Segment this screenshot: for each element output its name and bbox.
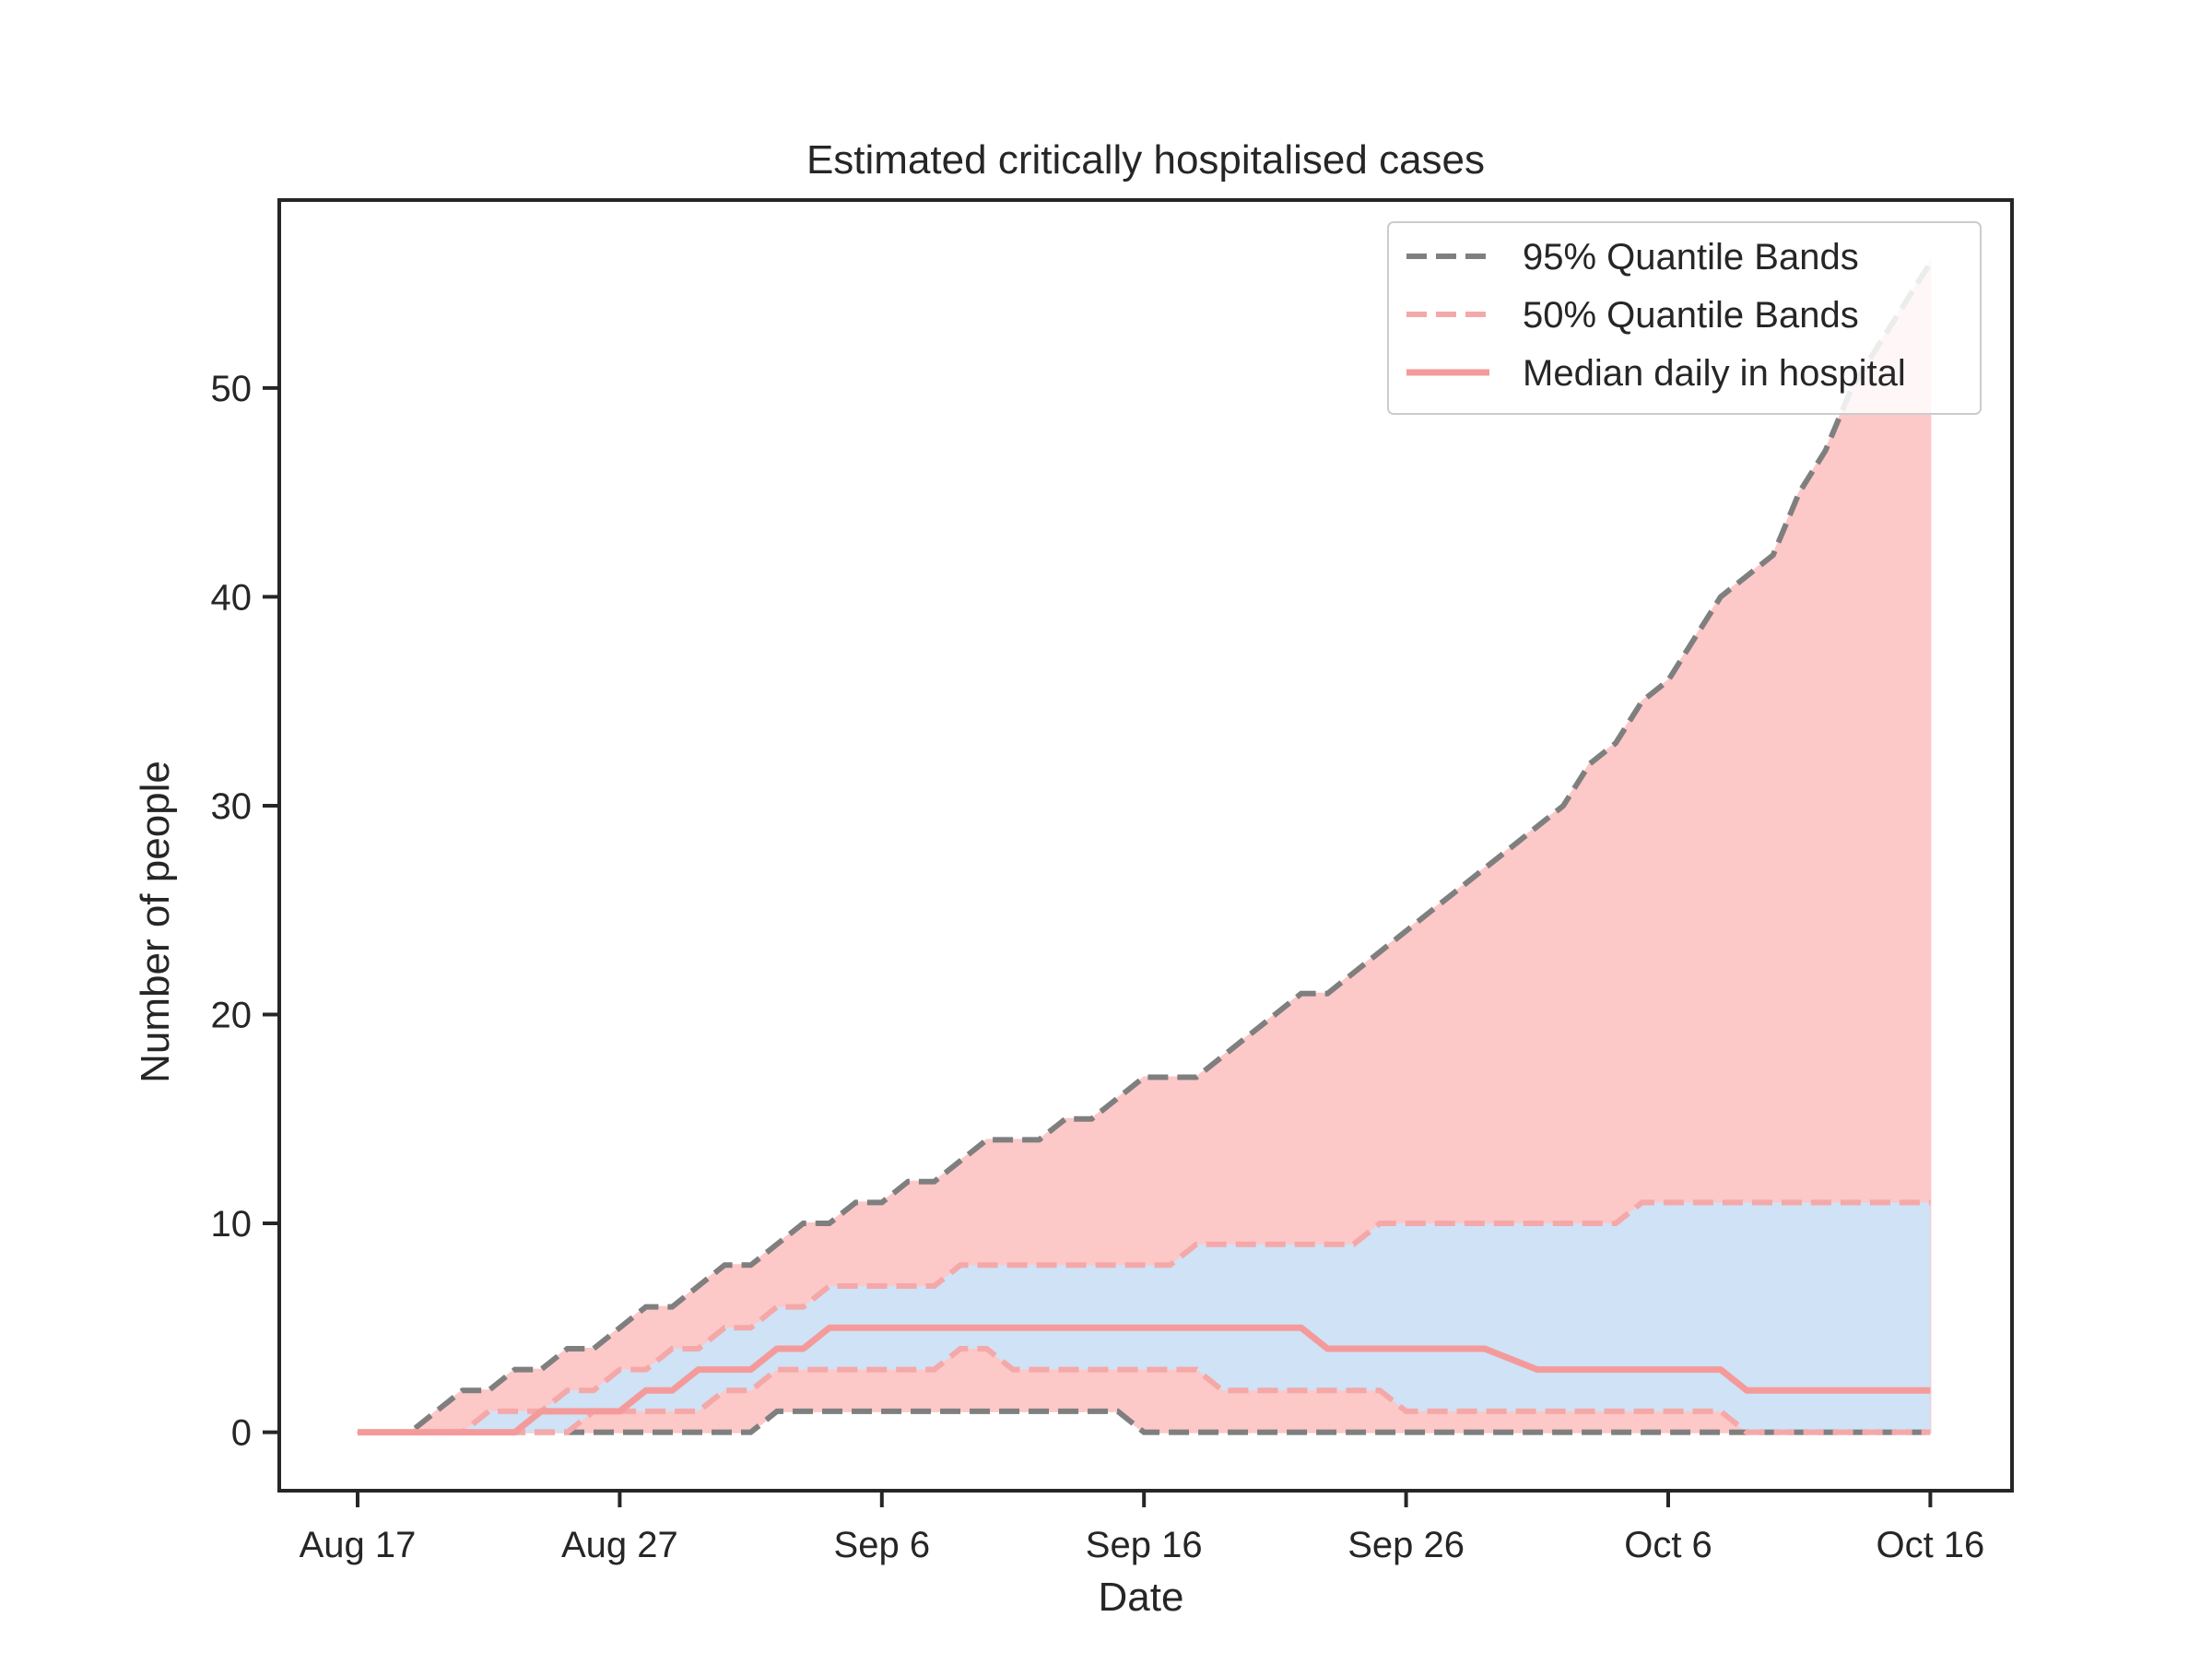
legend-label-50: 50% Quantile Bands xyxy=(1523,295,1859,336)
x-tick-label: Sep 6 xyxy=(834,1525,931,1565)
series-line-50-upper xyxy=(358,1199,1931,1435)
x-tick-label: Sep 16 xyxy=(1086,1525,1203,1565)
axes: Aug 17 Aug 27 Sep 6 Sep 16 Sep 26 Oct 6 Oct 16… xyxy=(211,198,2014,1565)
y-tick-label: 50 xyxy=(211,369,253,409)
y-tick-label: 20 xyxy=(211,995,253,1035)
x-tick-label: Oct 16 xyxy=(1876,1525,1984,1565)
x-tick-label: Oct 6 xyxy=(1624,1525,1712,1565)
legend-label-95: 95% Quantile Bands xyxy=(1523,237,1859,277)
x-axis-label: Date xyxy=(1099,1575,1184,1620)
plot-area xyxy=(357,259,1933,1436)
chart-title: Estimated critically hospitalised cases xyxy=(806,137,1485,183)
y-tick-label: 0 xyxy=(231,1413,252,1454)
x-tick-label: Aug 27 xyxy=(561,1525,678,1565)
series-line-95-lower xyxy=(358,1408,1931,1435)
y-tick-label: 40 xyxy=(211,577,253,618)
legend-box xyxy=(1387,221,1982,415)
y-axis-label: Number of people xyxy=(133,761,178,1083)
x-tick-label: Sep 26 xyxy=(1347,1525,1465,1565)
legend: 95% Quantile Bands 50% Quantile Bands Me… xyxy=(1387,221,1982,415)
band-50-fill xyxy=(358,1202,1931,1433)
x-tick-label: Aug 17 xyxy=(300,1525,417,1565)
y-tick-label: 30 xyxy=(211,786,253,827)
series-line-median xyxy=(358,1324,1931,1436)
legend-label-median: Median daily in hospital xyxy=(1523,353,1906,394)
y-tick-label: 10 xyxy=(211,1204,253,1245)
series-line-95-upper xyxy=(358,261,1933,1435)
